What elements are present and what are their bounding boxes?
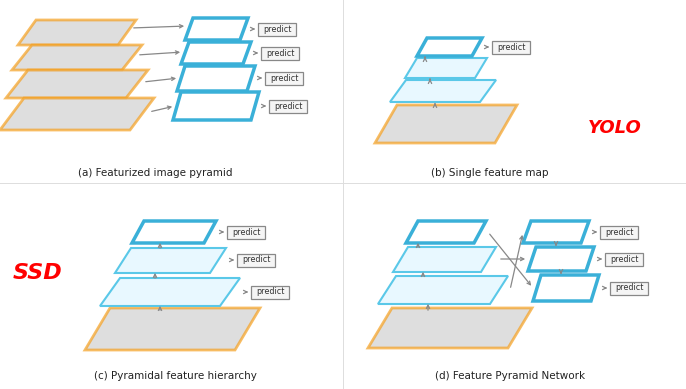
Polygon shape (0, 98, 154, 130)
Polygon shape (115, 248, 226, 273)
Text: predict: predict (615, 284, 643, 293)
Polygon shape (393, 247, 496, 272)
Polygon shape (173, 92, 259, 120)
Polygon shape (181, 42, 251, 64)
Bar (605, 252, 643, 266)
Bar (265, 72, 303, 84)
Bar (492, 40, 530, 54)
Text: predict: predict (497, 42, 525, 51)
Bar (237, 254, 275, 266)
Polygon shape (405, 58, 487, 78)
Bar (610, 282, 648, 294)
Text: (a) Featurized image pyramid: (a) Featurized image pyramid (78, 168, 233, 178)
Text: predict: predict (265, 49, 294, 58)
Text: SSD: SSD (13, 263, 63, 283)
Text: predict: predict (270, 74, 298, 82)
Polygon shape (18, 20, 136, 45)
Text: predict: predict (610, 254, 638, 263)
Polygon shape (6, 70, 148, 98)
Text: YOLO: YOLO (588, 119, 642, 137)
Polygon shape (85, 308, 260, 350)
Text: predict: predict (274, 102, 303, 110)
Polygon shape (185, 18, 248, 40)
Text: predict: predict (232, 228, 260, 237)
Polygon shape (12, 45, 142, 70)
Text: predict: predict (256, 287, 284, 296)
Polygon shape (368, 308, 532, 348)
Bar (269, 100, 307, 112)
Polygon shape (528, 247, 594, 271)
Text: (d) Feature Pyramid Network: (d) Feature Pyramid Network (435, 371, 585, 381)
Bar (227, 226, 265, 238)
Bar (600, 226, 638, 238)
Text: predict: predict (241, 256, 270, 265)
Polygon shape (406, 221, 486, 243)
Polygon shape (533, 275, 599, 301)
Bar (251, 286, 289, 298)
Text: (b) Single feature map: (b) Single feature map (431, 168, 549, 178)
Polygon shape (523, 221, 589, 243)
Polygon shape (390, 80, 496, 102)
Polygon shape (375, 105, 517, 143)
Text: predict: predict (263, 25, 291, 33)
Bar (261, 47, 299, 60)
Text: predict: predict (605, 228, 633, 237)
Bar (258, 23, 296, 35)
Polygon shape (132, 221, 216, 243)
Polygon shape (417, 38, 482, 56)
Polygon shape (378, 276, 508, 304)
Text: (c) Pyramidal feature hierarchy: (c) Pyramidal feature hierarchy (93, 371, 257, 381)
Polygon shape (177, 66, 255, 91)
Polygon shape (100, 278, 240, 306)
